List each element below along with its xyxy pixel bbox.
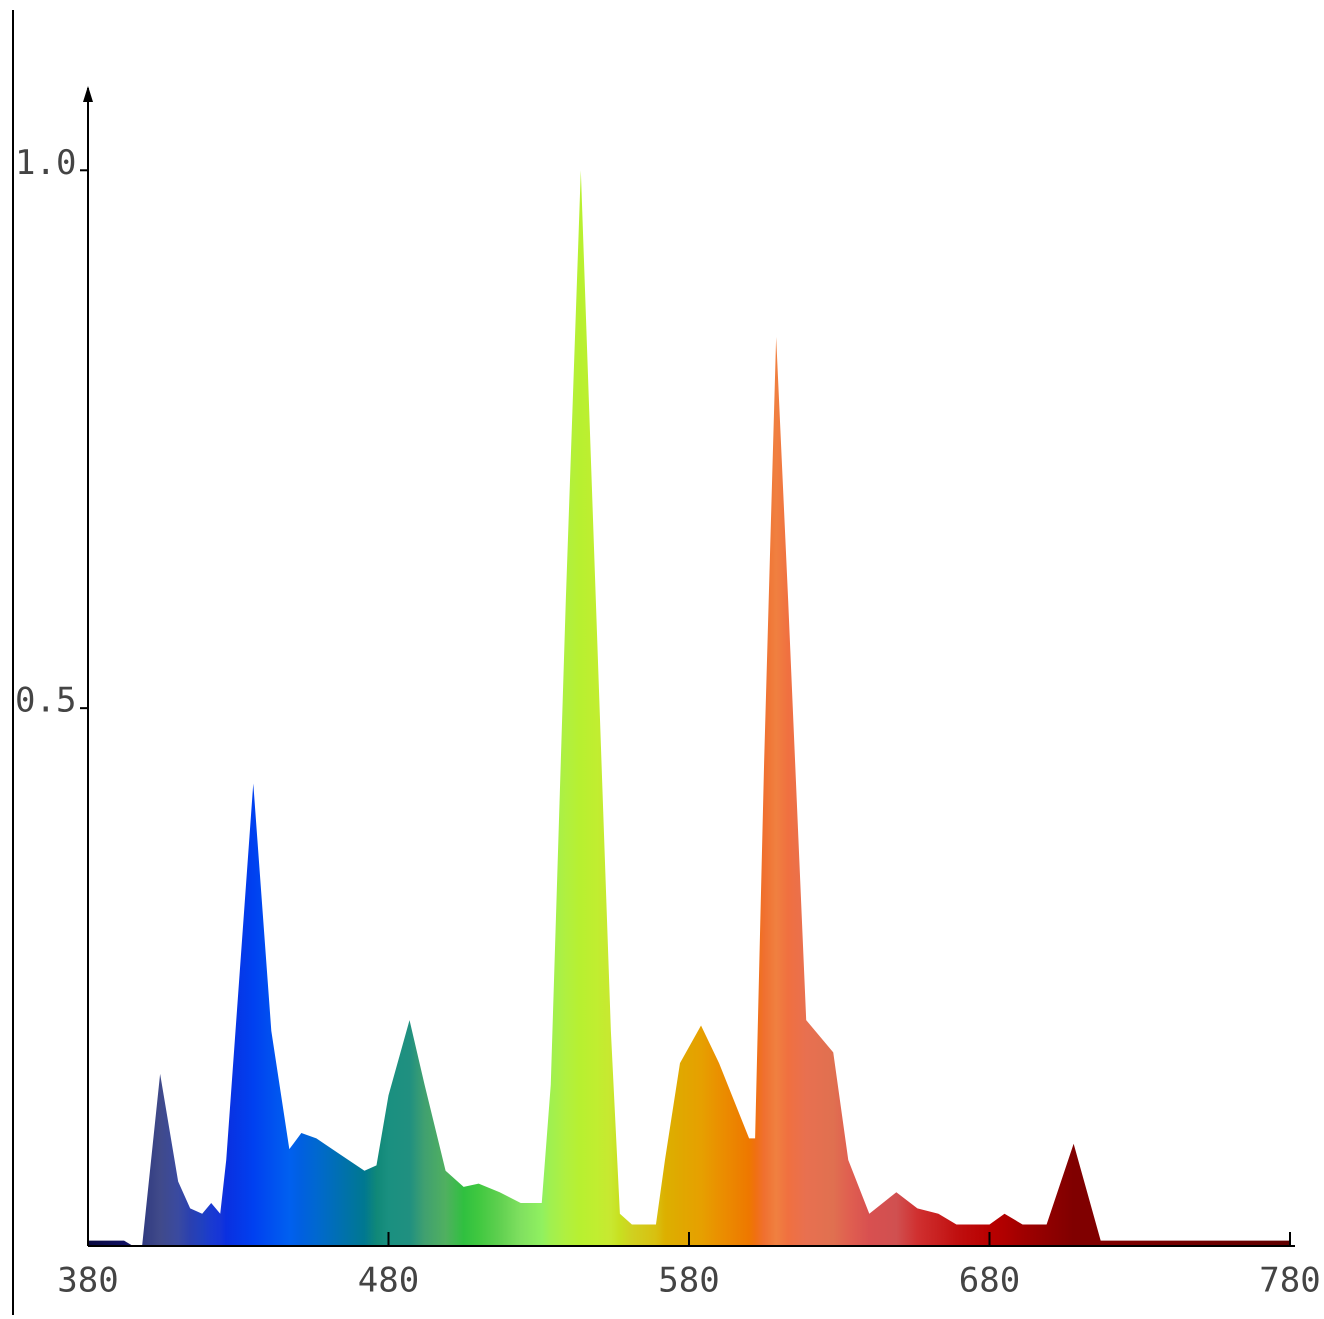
- y-axis-arrow: [83, 86, 93, 102]
- x-tick-label: 380: [57, 1261, 118, 1301]
- x-tick-label: 580: [658, 1261, 719, 1301]
- x-tick-label: 680: [959, 1261, 1020, 1301]
- y-tick-label: 0.5: [15, 681, 76, 721]
- x-tick-label: 780: [1259, 1261, 1320, 1301]
- x-tick-label: 480: [358, 1261, 419, 1301]
- y-tick-label: 1.0: [15, 143, 76, 183]
- spectrum-area: [88, 170, 1290, 1246]
